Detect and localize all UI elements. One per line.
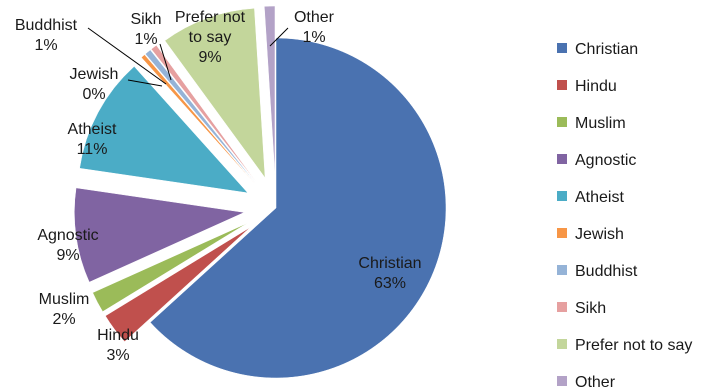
leader-line-sikh [159, 43, 172, 81]
pie-slice-buddhist [144, 49, 256, 184]
legend-swatch-agnostic [557, 154, 567, 164]
slice-label-jewish: Jewish 0% [70, 66, 119, 103]
pie-slice-sikh [150, 44, 257, 183]
slice-labels: Christian 63% Hindu 3%Muslim 2% Agnostic 9% Ath… [15, 9, 422, 364]
legend-swatch-hindu [557, 80, 567, 90]
slice-label-agnostic: Agnostic 9% [37, 227, 98, 264]
slice-label-buddhist: Buddhist 1% [15, 17, 78, 54]
pie-slice-muslim [92, 222, 248, 312]
legend-swatch-buddhist [557, 265, 567, 275]
pie-slice-atheist [79, 66, 249, 194]
pie-slice-christian [149, 37, 447, 379]
legend-label-prefer-not-to-say: Prefer not to say [575, 337, 692, 354]
pie-slices [74, 5, 447, 379]
legend-swatch-jewish [557, 228, 567, 238]
legend-swatch-muslim [557, 117, 567, 127]
pie-slice-prefer-not-to-say [164, 7, 266, 179]
slice-label-prefer-not-to-say: Prefer not to say 9% [175, 9, 246, 66]
pie-slice-other [264, 5, 276, 177]
leader-lines [87, 27, 289, 87]
legend-label-hindu: Hindu [575, 78, 617, 95]
pie-slice-agnostic [74, 187, 246, 283]
slice-label-sikh: Sikh 1% [130, 11, 161, 48]
legend-swatch-prefer-not-to-say [557, 339, 567, 349]
legend-label-muslim: Muslim [575, 115, 626, 132]
legend: Christian Hindu Muslim Agnostic Atheist Jewis… [557, 41, 692, 387]
legend-swatch-atheist [557, 191, 567, 201]
legend-swatch-christian [557, 43, 567, 53]
slice-label-atheist: Atheist 11% [68, 121, 117, 158]
legend-label-agnostic: Agnostic [575, 152, 636, 169]
leader-line-other [269, 27, 289, 47]
legend-label-sikh: Sikh [575, 300, 606, 317]
legend-label-atheist: Atheist [575, 189, 624, 206]
slice-label-christian: Christian 63% [358, 255, 421, 292]
leader-line-jewish [127, 79, 163, 87]
leader-line-buddhist [87, 27, 167, 85]
slice-label-other: Other 1% [294, 9, 335, 46]
legend-swatch-sikh [557, 302, 567, 312]
legend-label-jewish: Jewish [575, 226, 624, 243]
pie-slice-jewish [140, 54, 256, 185]
slice-label-hindu: Hindu 3% [97, 327, 139, 364]
legend-swatch-other [557, 376, 567, 386]
legend-label-buddhist: Buddhist [575, 263, 638, 280]
slice-label-muslim: Muslim 2% [39, 291, 90, 328]
pie-slice-hindu [105, 226, 251, 342]
legend-label-other: Other [575, 374, 616, 387]
legend-label-christian: Christian [575, 41, 638, 58]
